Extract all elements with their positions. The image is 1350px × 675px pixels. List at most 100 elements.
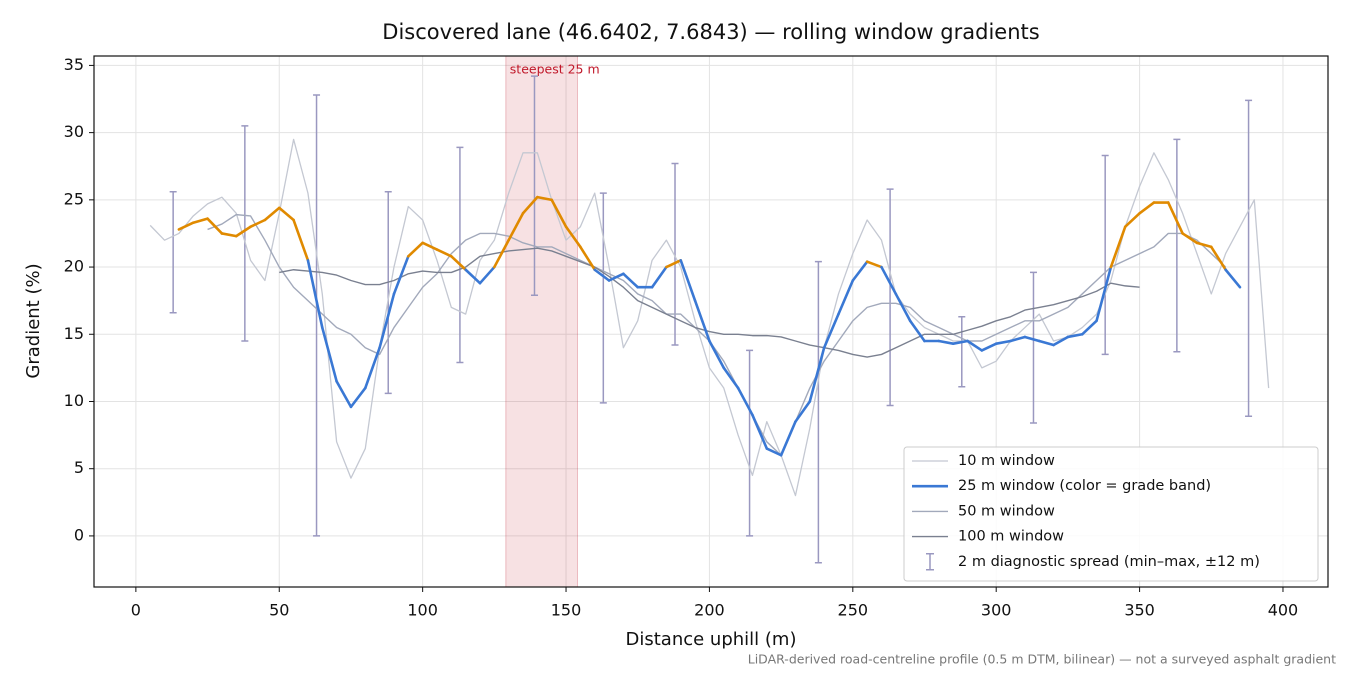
line-segment (349, 386, 367, 409)
line-segment (650, 265, 668, 289)
line-segment (622, 272, 640, 289)
x-tick-label: 50 (269, 601, 289, 620)
line-segment (822, 312, 840, 350)
x-tick-label: 200 (694, 601, 725, 620)
x-tick-label: 350 (1124, 601, 1155, 620)
error-bar (599, 192, 607, 404)
line-segment (679, 259, 697, 302)
line-segment (478, 265, 496, 285)
line-segment (464, 268, 482, 285)
highlight-span (505, 55, 579, 588)
line-segment (1195, 241, 1213, 249)
line-segment (994, 339, 1012, 345)
line-segment (421, 241, 439, 251)
error-bar (530, 75, 538, 297)
chart-title: Discovered lane (46.6402, 7.6843) — roll… (382, 20, 1039, 44)
line-segment (980, 342, 998, 352)
error-bar (313, 94, 321, 537)
footnote: LiDAR-derived road-centreline profile (0… (748, 652, 1336, 667)
x-axis-label: Distance uphill (m) (626, 629, 797, 650)
line-segment (1123, 211, 1141, 229)
line-segment (407, 241, 424, 258)
legend-label: 10 m window (958, 453, 1055, 469)
x-tick-label: 100 (407, 601, 438, 620)
line-segment (1023, 335, 1041, 343)
line-segment (392, 255, 410, 296)
line-segment (593, 268, 611, 282)
line-segment (320, 326, 338, 383)
line-segment (693, 299, 711, 343)
legend-label: 25 m window (color = grade band) (958, 478, 1211, 494)
highlight-label: steepest 25 m (510, 62, 600, 77)
line-segment (220, 232, 238, 238)
y-tick-label: 35 (64, 55, 84, 74)
line-segment (277, 206, 295, 222)
y-tick-label: 25 (64, 189, 84, 208)
line-segment (1066, 332, 1084, 339)
line-segment (736, 386, 754, 417)
error-bar (1029, 271, 1037, 424)
line-segment (177, 221, 195, 231)
line-segment (1181, 232, 1199, 245)
line-segment (951, 339, 969, 345)
error-bar (814, 260, 822, 564)
error-bar (384, 191, 392, 395)
x-tick-label: 150 (551, 601, 582, 620)
line (279, 247, 1140, 358)
line-segment (966, 339, 984, 352)
error-bar (241, 125, 249, 342)
error-bar (958, 316, 966, 388)
x-tick-label: 300 (981, 601, 1012, 620)
y-tick-label: 10 (64, 391, 84, 410)
line-segment (249, 218, 267, 229)
legend-swatch (926, 553, 934, 571)
line-segment (751, 413, 769, 450)
y-axis-label: Gradient (%) (23, 263, 44, 378)
line-segment (808, 346, 826, 403)
line-segment (1109, 225, 1127, 269)
line-segment (1080, 319, 1098, 336)
line-segment (1209, 245, 1227, 272)
y-tick-label: 20 (64, 257, 84, 276)
line-segment (335, 380, 353, 409)
error-bar (1173, 138, 1181, 353)
line-segment (851, 260, 869, 282)
line-segment (378, 292, 396, 350)
line-segment (1138, 201, 1156, 215)
line-segment (1166, 201, 1184, 235)
line-segment (292, 218, 310, 262)
line-segment (363, 346, 381, 390)
line-segment (1009, 335, 1027, 343)
line-segment (550, 198, 568, 229)
line-segment (665, 259, 683, 269)
line-segment (1037, 339, 1055, 347)
error-bar (1101, 154, 1109, 356)
line-segment (1095, 265, 1113, 323)
line-segment (450, 255, 467, 272)
x-tick-label: 250 (838, 601, 869, 620)
line-segment (708, 339, 726, 370)
line-segment (263, 206, 281, 222)
line-segment (779, 420, 797, 457)
line-segment (794, 400, 812, 423)
legend-box (903, 446, 1319, 582)
line-segment (234, 225, 252, 238)
error-bar (169, 191, 177, 314)
legend-label: 50 m window (958, 503, 1055, 519)
line-segment (306, 259, 324, 329)
legend-label: 2 m diagnostic spread (min–max, ±12 m) (958, 554, 1260, 570)
line-segment (521, 195, 539, 215)
y-tick-label: 0 (74, 525, 84, 544)
line-segment (880, 265, 898, 296)
error-bar (886, 188, 894, 407)
y-tick-label: 5 (74, 458, 84, 477)
line-segment (507, 211, 525, 242)
error-bar (1245, 99, 1253, 418)
y-tick-label: 15 (64, 324, 84, 343)
line-segment (865, 260, 883, 269)
line-segment (837, 279, 855, 316)
error-bar (746, 349, 754, 537)
plot-frame (93, 55, 1329, 588)
line-segment (894, 292, 912, 323)
